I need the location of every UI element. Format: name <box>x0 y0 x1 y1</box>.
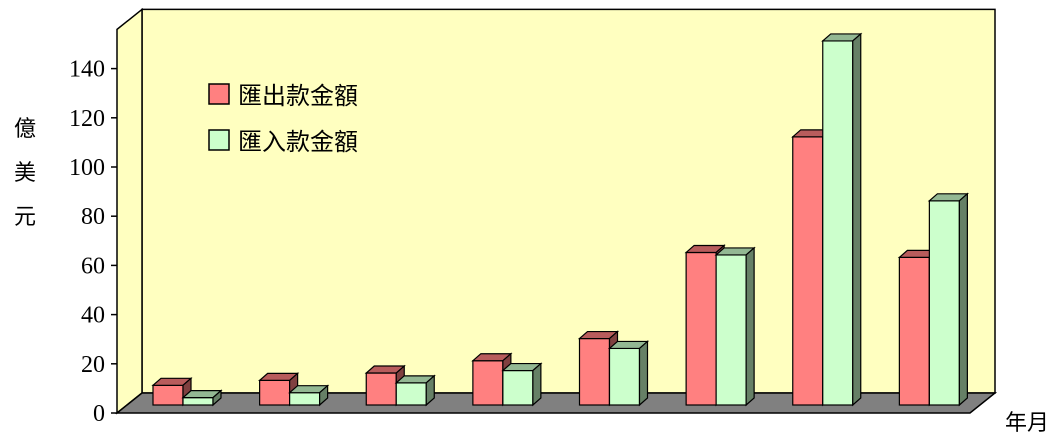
bar-front <box>715 254 747 406</box>
bar-side <box>958 192 968 407</box>
y-tick-label: 120 <box>69 106 105 132</box>
bar <box>927 192 969 407</box>
bar-side <box>212 389 222 407</box>
bar-front <box>152 384 184 406</box>
bar-front <box>578 337 611 406</box>
side-wall <box>116 7 143 415</box>
bars <box>151 32 969 407</box>
y-tick-label: 140 <box>69 57 105 83</box>
bar <box>151 376 193 407</box>
bar-front <box>898 256 930 406</box>
y-tick-label: 60 <box>81 253 105 279</box>
bar-front <box>182 397 214 406</box>
bar <box>181 389 223 407</box>
bar-side <box>745 246 755 407</box>
bar-front <box>608 347 641 406</box>
bar-front <box>289 392 321 406</box>
bar-side <box>638 340 649 407</box>
chart-floor <box>114 392 998 414</box>
x-axis-label: 年月 <box>1005 411 1049 434</box>
bar <box>714 246 756 407</box>
y-tick-label: 80 <box>81 204 105 230</box>
y-axis-label: 億美元 <box>14 117 36 230</box>
bar-front <box>928 200 960 406</box>
y-axis-label-char: 元 <box>14 205 36 230</box>
bar-front <box>792 136 824 406</box>
y-tick-label: 0 <box>93 401 105 427</box>
bar <box>577 330 620 407</box>
y-axis-ticks: 0 20 40 60 80 100 120 140 <box>69 57 117 427</box>
bar-side <box>852 32 862 407</box>
bar-front <box>259 379 291 406</box>
bar-front <box>822 40 854 406</box>
y-tick-label: 40 <box>81 303 105 329</box>
legend-swatch <box>208 129 230 151</box>
back-wall <box>141 8 996 394</box>
bar <box>394 374 436 407</box>
bar <box>607 340 650 407</box>
y-tick-label: 100 <box>69 155 105 181</box>
legend-swatch <box>208 83 230 105</box>
bar <box>821 32 863 407</box>
bar-front <box>685 251 717 406</box>
bar <box>501 362 543 407</box>
chart-walls <box>114 7 998 415</box>
bar-front <box>472 360 504 406</box>
y-tick-label: 20 <box>81 352 105 378</box>
bar-side <box>425 374 435 407</box>
legend-label: 匯入款金額 <box>238 128 358 156</box>
bar <box>364 364 406 407</box>
y-axis-label-char: 美 <box>14 161 36 186</box>
bar-front <box>365 372 397 406</box>
bar-side <box>532 362 542 407</box>
y-axis-label-char: 億 <box>14 117 36 142</box>
legend-label: 匯出款金額 <box>238 82 358 110</box>
bar-side <box>319 384 329 407</box>
bar-front <box>502 369 534 406</box>
bar-front <box>395 382 427 406</box>
bar <box>288 384 330 407</box>
